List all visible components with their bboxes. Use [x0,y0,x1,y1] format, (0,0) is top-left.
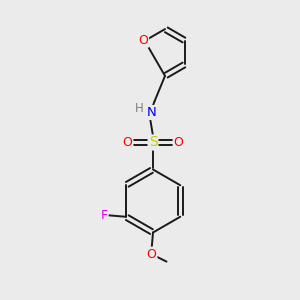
Text: F: F [100,209,108,222]
Text: N: N [147,106,156,119]
Text: O: O [123,136,132,149]
Text: S: S [148,136,158,149]
Text: H: H [134,101,143,115]
Text: O: O [174,136,183,149]
Text: O: O [138,34,148,47]
Text: O: O [147,248,156,261]
